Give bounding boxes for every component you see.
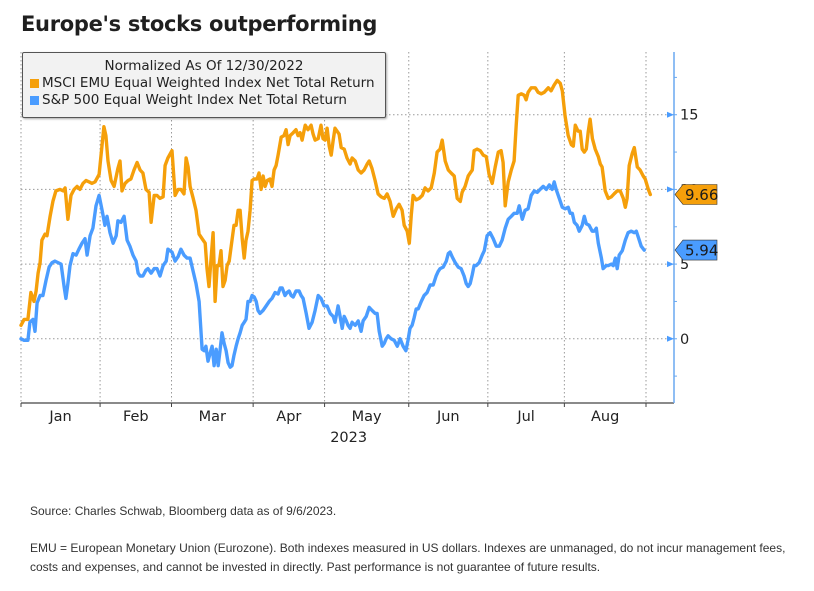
- sp500-line: [19, 180, 646, 369]
- legend-header: Normalized As Of 12/30/2022: [104, 58, 304, 74]
- x-ticks: Jan Feb Mar Apr May Jun Jul Aug: [20, 403, 647, 425]
- y-tick-label: 15: [680, 108, 698, 124]
- y-tick-arrow: [667, 261, 674, 268]
- series-lines: [19, 78, 652, 369]
- x-axis-year-label: 2023: [330, 430, 367, 446]
- y-tick-arrow: [667, 335, 674, 342]
- axes: [21, 52, 675, 404]
- last-value-tags: 9.66 5.94: [674, 184, 718, 261]
- legend-item-msci-emu: MSCI EMU Equal Weighted Index Net Total …: [30, 75, 385, 92]
- source-note: Source: Charles Schwab, Bloomberg data a…: [30, 504, 337, 518]
- x-tick-label: Jul: [516, 409, 535, 425]
- x-tick-label: Mar: [199, 409, 226, 425]
- legend-item-sp500: S&P 500 Equal Weight Index Net Total Ret…: [30, 92, 385, 109]
- disclaimer-note: EMU = European Monetary Union (Eurozone)…: [30, 541, 786, 574]
- y-ticks: 051015: [667, 76, 698, 377]
- legend-swatch-orange: [30, 79, 39, 88]
- legend-label: S&P 500 Equal Weight Index Net Total Ret…: [42, 92, 347, 108]
- x-tick-label: Aug: [591, 409, 619, 425]
- y-tick-label: 5: [680, 257, 689, 273]
- legend: Normalized As Of 12/30/2022 MSCI EMU Equ…: [22, 52, 386, 118]
- legend-swatch-blue: [30, 96, 39, 105]
- x-tick-label: Jun: [436, 409, 460, 425]
- last-value-tag: [674, 184, 718, 205]
- x-tick-label: May: [352, 409, 382, 425]
- x-tick-label: Jan: [48, 409, 71, 425]
- x-tick-label: Feb: [123, 409, 149, 425]
- y-tick-label: 0: [680, 332, 689, 348]
- x-tick-label: Apr: [276, 409, 301, 425]
- y-tick-arrow: [667, 111, 674, 118]
- last-value-tag-text: 9.66: [685, 186, 718, 204]
- msci-emu-line: [19, 78, 652, 327]
- last-value-tag-text: 5.94: [685, 242, 718, 260]
- chart-title: Europe's stocks outperforming: [21, 12, 378, 36]
- y-tick-arrow: [667, 186, 674, 193]
- legend-label: MSCI EMU Equal Weighted Index Net Total …: [42, 75, 375, 91]
- last-value-tag: [674, 239, 718, 261]
